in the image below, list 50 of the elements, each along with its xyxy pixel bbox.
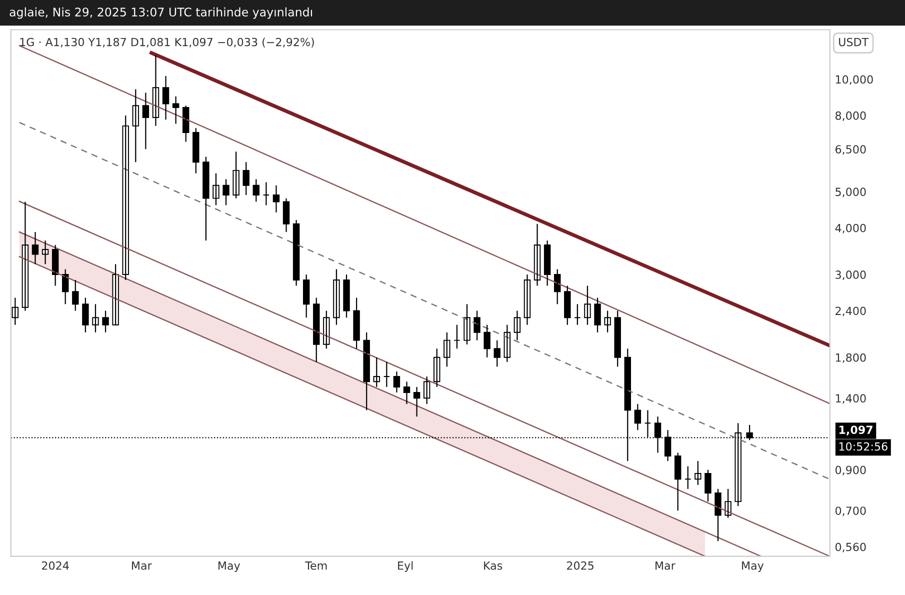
x-tick-label: Mar [132, 562, 152, 570]
x-tick-label: 2025 [566, 561, 594, 570]
text: 10:52:56 [839, 442, 888, 451]
candlestick [684, 466, 692, 490]
y-tick-label: 0,560 [835, 542, 866, 552]
candlestick [383, 361, 390, 388]
text: 1G · A1,130 Y1,187 D1,081 K1,097 −0,033 (−2,92%) [20, 38, 314, 48]
candlestick [222, 178, 230, 206]
candlestick [574, 304, 581, 326]
x-tick-label: Kas [484, 562, 502, 570]
candlestick [82, 297, 89, 333]
x-tick-label: May [218, 562, 240, 572]
x-tick-label: 2024 [42, 561, 69, 570]
candlestick [262, 182, 270, 206]
candlestick [704, 469, 712, 502]
candlestick [333, 268, 340, 326]
y-tick-label: 4,000 [835, 224, 866, 234]
y-tick-label: 5,000 [836, 188, 866, 198]
candlestick [584, 285, 591, 326]
candlestick [102, 310, 109, 333]
candlestick [72, 279, 79, 312]
y-tick-label: 6,500 [836, 145, 866, 155]
y-tick-label: 1,800 [836, 353, 866, 363]
y-tick-label: 3,000 [836, 270, 866, 280]
y-tick-label: 2,400 [836, 306, 866, 316]
candlestick [604, 310, 611, 333]
candlestick [242, 162, 250, 196]
candlestick [594, 297, 601, 333]
y-tick-label: 0,700 [835, 506, 866, 516]
candlestick [92, 304, 99, 333]
y-tick-label: 8,000 [836, 111, 866, 121]
ref-line-label: 1,097 [839, 426, 872, 436]
candlestick [444, 332, 450, 368]
candlestick [212, 172, 220, 206]
candlestick [614, 310, 621, 368]
x-tick-label: May [742, 562, 764, 572]
candlestick [232, 151, 240, 199]
y-tick-label: 10,000 [836, 75, 873, 85]
chart-title: aglaie, Nis 29, 2025 13:07 UTC tarihinde yayınlandı [10, 7, 312, 19]
candlestick [353, 297, 360, 350]
candlestick [694, 460, 702, 486]
candlestick [564, 285, 571, 326]
y-axis-title: USDT [839, 38, 869, 46]
x-tick-label: Eyl [398, 561, 413, 572]
y-tick-label: 1,400 [836, 394, 866, 404]
candlestick [202, 156, 210, 242]
x-tick-label: Tem [305, 562, 327, 570]
x-tick-label: Mar [656, 562, 676, 570]
candlestick [454, 324, 460, 350]
y-tick-label: 0,900 [835, 466, 866, 476]
